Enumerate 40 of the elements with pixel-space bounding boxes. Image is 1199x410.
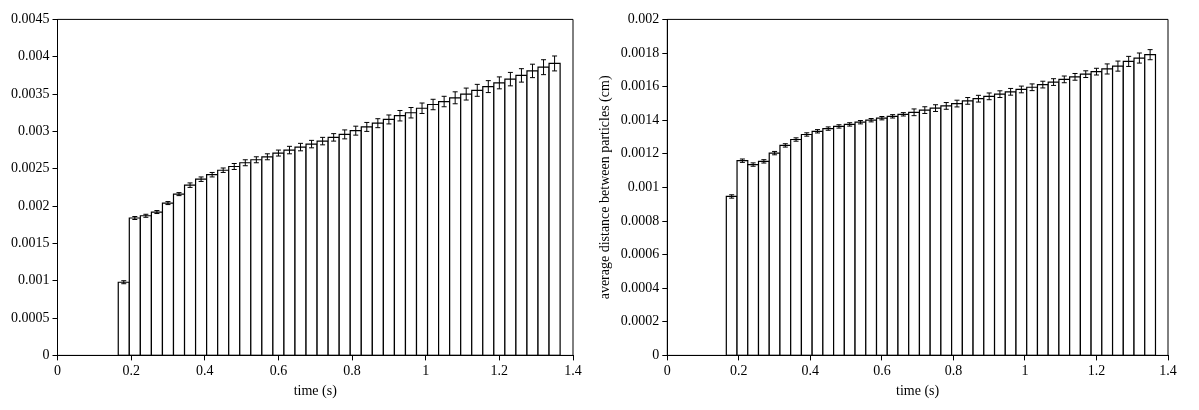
x-tick-label: 1.4	[1159, 363, 1177, 379]
y-tick-label: 0.0014	[620, 111, 660, 127]
x-tick-label: 0.4	[196, 363, 214, 379]
y-axis-title: average distance between particles (cm)	[597, 75, 614, 300]
x-tick-label: 1	[1021, 363, 1029, 379]
y-tick-label: 0.004	[18, 48, 50, 64]
x-tick-label: 0	[54, 363, 61, 379]
x-tick-label: 1.2	[490, 363, 509, 379]
y-tick-label: 0.001	[627, 179, 660, 195]
x-tick-label: 0.8	[944, 363, 963, 379]
y-tick-label: 0.0002	[620, 313, 660, 329]
y-tick-label: 0	[42, 347, 50, 363]
y-tick-label: 0.0018	[620, 44, 660, 60]
x-tick-label: 0.8	[343, 363, 361, 379]
y-tick-label: 0.003	[18, 123, 50, 139]
x-tick-label: 1.4	[564, 363, 582, 379]
y-tick-label: 0.0005	[11, 309, 50, 325]
y-tick-label: 0.002	[627, 11, 660, 27]
x-tick-label: 0.6	[873, 363, 891, 379]
y-tick-label: 0.0006	[620, 246, 660, 262]
y-tick-label: 0.0008	[620, 212, 660, 228]
y-tick-label: 0.0035	[11, 85, 50, 101]
y-tick-label: 0.0015	[11, 235, 50, 251]
x-tick-label: 0	[663, 363, 671, 379]
y-tick-label: 0.0004	[620, 279, 660, 295]
x-axis-title: time (s)	[293, 383, 338, 400]
x-tick-label: 0.4	[801, 363, 820, 379]
y-tick-label: 0	[652, 347, 660, 363]
y-tick-label: 0.0012	[620, 145, 660, 161]
y-tick-label: 0.0016	[620, 78, 660, 94]
y-tick-label: 0.001	[18, 272, 50, 288]
x-axis-title: time (s)	[896, 383, 940, 400]
x-tick-label: 0.2	[122, 363, 140, 379]
x-tick-label: 0.2	[730, 363, 748, 379]
y-tick-label: 0.002	[18, 197, 50, 213]
x-tick-label: 1.2	[1087, 363, 1106, 379]
x-tick-label: 0.6	[269, 363, 288, 379]
y-tick-label: 0.0025	[11, 160, 50, 176]
y-tick-label: 0.0045	[11, 11, 50, 27]
x-tick-label: 1	[422, 363, 430, 379]
